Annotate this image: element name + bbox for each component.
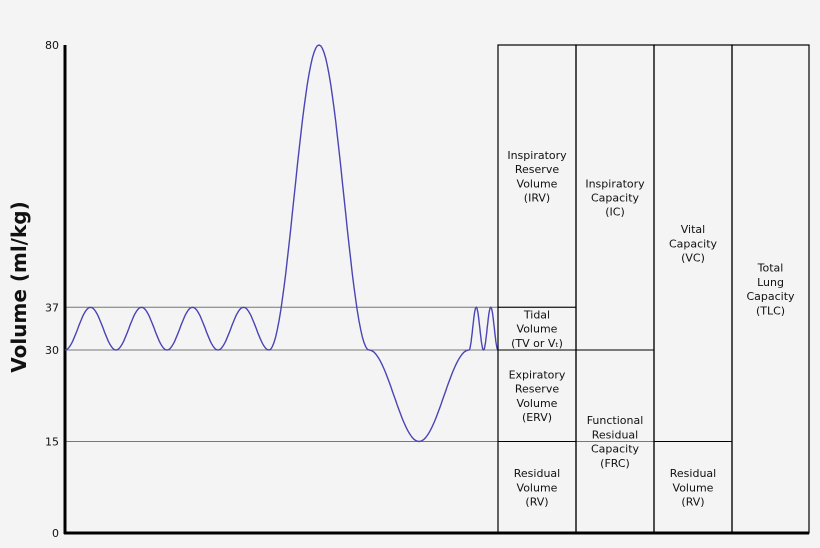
- y-tick-label: 15: [45, 436, 59, 449]
- cell-label-line: Capacity: [591, 443, 640, 456]
- cell-label-line: Functional: [587, 414, 644, 427]
- y-tick-label: 37: [45, 301, 59, 314]
- column-total: [731, 44, 810, 534]
- cell-label-line: (RV): [681, 495, 704, 508]
- cell-label-capacities-0: Inspiratory Capacity (IC): [585, 177, 645, 218]
- cell-label-line: (IC): [605, 206, 625, 219]
- cell-label-line: Volume: [517, 397, 558, 410]
- y-tick-label: 30: [45, 344, 59, 357]
- cell-label-line: Capacity: [669, 237, 718, 250]
- cell-label-line: Volume: [517, 323, 558, 336]
- cell-label-line: Volume: [673, 481, 714, 494]
- cell-label-line: Reserve: [515, 163, 559, 176]
- breathing-trace: [64, 44, 499, 443]
- cell-label-volumes-2: Expiratory Reserve Volume (ERV): [509, 368, 566, 424]
- cell-label-line: Reserve: [515, 383, 559, 396]
- cell-label-line: (TV or Vₜ): [511, 337, 563, 350]
- cell-label-capacities-1: Functional Residual Capacity (FRC): [587, 414, 644, 470]
- cell-label-line: Total: [757, 262, 784, 275]
- cell-label-total-0: Total Lung Capacity (TLC): [746, 262, 795, 318]
- y-ticks: 0 15 30 37 80: [45, 39, 59, 540]
- axes: [63, 45, 809, 535]
- cell-label-vital-0: Vital Capacity (VC): [669, 223, 718, 264]
- cell-label-line: Expiratory: [509, 368, 566, 381]
- cell-label-volumes-1: Tidal Volume (TV or Vₜ): [511, 308, 563, 349]
- cell-label-vital-1: Residual Volume (RV): [670, 467, 716, 508]
- cell-label-line: Inspiratory: [585, 177, 645, 190]
- y-axis-label: Volume (ml/kg): [7, 201, 31, 372]
- cell-label-line: (FRC): [600, 457, 630, 470]
- column-volumes: [497, 44, 577, 534]
- cell-label-line: Residual: [670, 467, 716, 480]
- cell-label-line: Tidal: [523, 308, 550, 321]
- cell-label-line: (RV): [525, 495, 548, 508]
- breathing-trace-line: [64, 44, 499, 443]
- cell-label-line: (TLC): [756, 304, 785, 317]
- cell-label-line: Vital: [681, 223, 705, 236]
- cell-label-volumes-0: Inspiratory Reserve Volume (IRV): [507, 149, 567, 205]
- cell-label-line: Volume: [517, 177, 558, 190]
- cell-label-line: (ERV): [522, 411, 552, 424]
- cell-label-line: Volume: [517, 481, 558, 494]
- cell-label-line: (VC): [681, 251, 705, 264]
- cell-label-line: Capacity: [591, 192, 640, 205]
- cell-label-line: Capacity: [746, 290, 795, 303]
- y-tick-label: 80: [45, 39, 59, 52]
- cell-label-line: Residual: [514, 467, 560, 480]
- cell-label-line: (IRV): [524, 191, 550, 204]
- volume-capacity-table: Inspiratory Reserve Volume (IRV)Tidal Volume…: [497, 44, 810, 534]
- cell-label-line: Lung: [757, 276, 784, 289]
- cell-label-volumes-3: Residual Volume (RV): [514, 467, 560, 508]
- cell-label-line: Inspiratory: [507, 149, 567, 162]
- column-vital: [653, 44, 733, 534]
- cell-label-line: Residual: [592, 428, 638, 441]
- y-tick-label: 0: [52, 527, 59, 540]
